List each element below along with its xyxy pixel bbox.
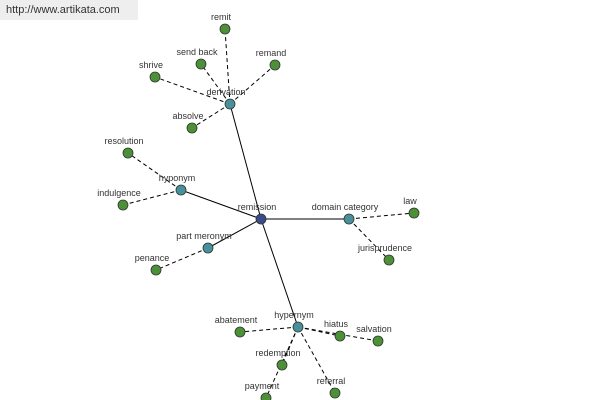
node-label: remission: [238, 202, 277, 212]
leaf-edge: [127, 152, 182, 191]
relation-node[interactable]: [175, 184, 187, 196]
node-label: send back: [176, 47, 218, 57]
node-label: redemption: [255, 348, 300, 358]
leaf-node[interactable]: [186, 122, 198, 134]
main-edge: [260, 218, 299, 328]
leaf-node[interactable]: [334, 330, 346, 342]
node-label: part meronym: [176, 231, 232, 241]
main-edge: [207, 218, 262, 249]
leaf-node[interactable]: [269, 59, 281, 71]
leaf-edge: [224, 28, 231, 105]
leaf-edge: [122, 189, 182, 206]
relation-node[interactable]: [202, 242, 214, 254]
node-label: shrive: [139, 60, 163, 70]
leaf-node[interactable]: [383, 254, 395, 266]
node-label: abatement: [215, 315, 258, 325]
site-url[interactable]: http://www.artikata.com: [0, 0, 138, 20]
leaf-node[interactable]: [329, 387, 341, 399]
main-edge: [180, 189, 262, 220]
leaf-edge: [281, 326, 299, 366]
leaf-node[interactable]: [408, 207, 420, 219]
leaf-edge: [191, 103, 231, 129]
node-label: law: [403, 196, 417, 206]
node-label: remit: [211, 12, 231, 22]
leaf-node[interactable]: [149, 71, 161, 83]
node-label: penance: [135, 253, 170, 263]
node-label: domain category: [312, 202, 379, 212]
leaf-node[interactable]: [260, 392, 272, 400]
node-label: salvation: [356, 324, 392, 334]
leaf-edge: [155, 247, 209, 271]
node-label: referral: [317, 376, 346, 386]
leaf-edge: [239, 326, 299, 333]
center-node[interactable]: [255, 213, 267, 225]
leaf-node[interactable]: [219, 23, 231, 35]
leaf-edge: [348, 218, 390, 261]
leaf-edge: [348, 212, 415, 220]
leaf-node[interactable]: [234, 326, 246, 338]
leaf-edge: [229, 64, 276, 105]
node-label: absolve: [172, 111, 203, 121]
leaf-edge: [297, 326, 336, 394]
leaf-node[interactable]: [117, 199, 129, 211]
main-edge: [229, 103, 262, 220]
node-label: derivation: [206, 87, 245, 97]
node-label: resolution: [104, 136, 143, 146]
leaf-node[interactable]: [276, 359, 288, 371]
relation-node[interactable]: [343, 213, 355, 225]
leaf-node[interactable]: [195, 58, 207, 70]
node-label: hyponym: [159, 173, 196, 183]
relation-node[interactable]: [224, 98, 236, 110]
node-label: payment: [245, 381, 280, 391]
node-label: indulgence: [97, 188, 141, 198]
leaf-node[interactable]: [372, 335, 384, 347]
node-label: hypernym: [274, 310, 314, 320]
leaf-node[interactable]: [122, 147, 134, 159]
node-label: jurisprudence: [357, 243, 412, 253]
node-label: remand: [256, 48, 287, 58]
leaf-edge: [154, 76, 231, 105]
leaf-node[interactable]: [150, 264, 162, 276]
node-label: hiatus: [324, 319, 349, 329]
relation-node[interactable]: [292, 321, 304, 333]
leaf-edge: [200, 63, 231, 105]
